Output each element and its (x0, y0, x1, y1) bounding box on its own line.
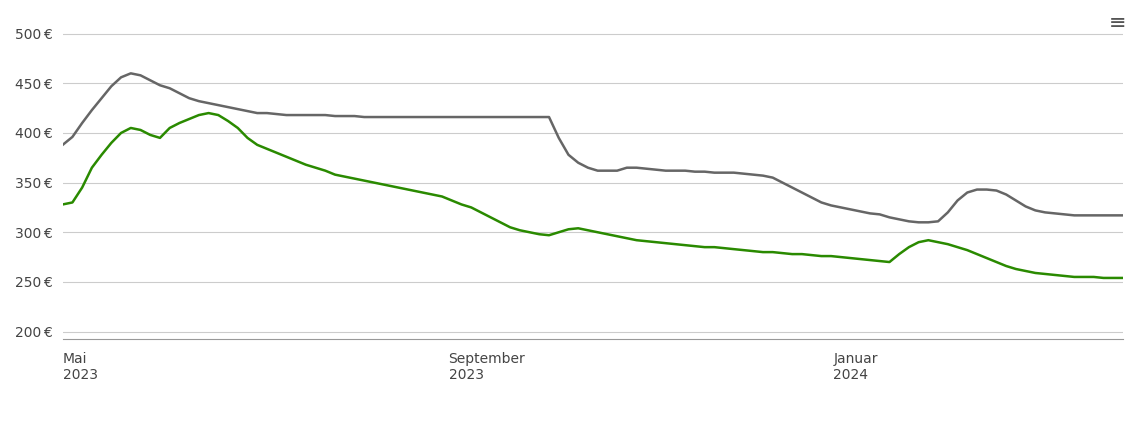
Text: ≡: ≡ (1109, 13, 1126, 33)
